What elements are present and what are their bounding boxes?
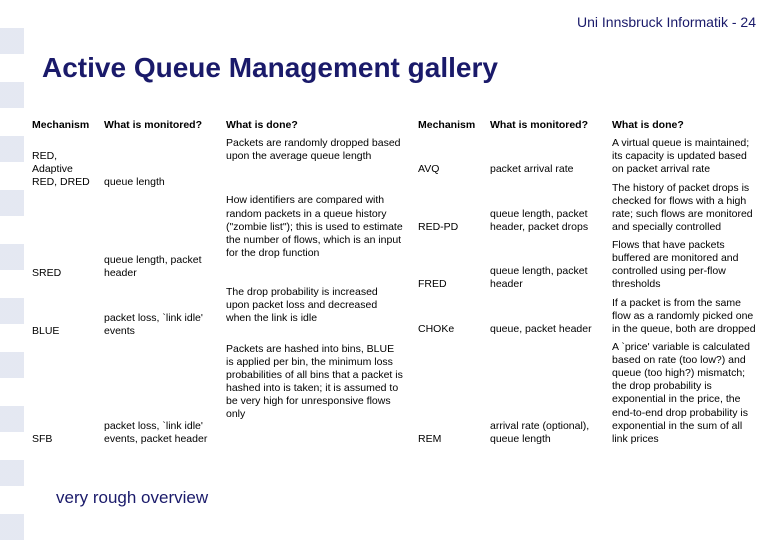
cell-mech: RED-PD xyxy=(416,181,488,239)
cell-mon: arrival rate (optional), queue length xyxy=(488,340,610,450)
col-done: What is done? xyxy=(224,118,408,136)
cell-done: A `price' variable is calculated based o… xyxy=(610,340,760,450)
cell-mon: queue length, packet header xyxy=(488,238,610,296)
org-name: Uni Innsbruck Informatik xyxy=(577,14,728,30)
col-monitored: What is monitored? xyxy=(102,118,224,136)
col-mechanism: Mechanism xyxy=(416,118,488,136)
cell-mech: REM xyxy=(416,340,488,450)
cell-mon: packet loss, `link idle' events, packet … xyxy=(102,342,224,450)
cell-mech: RED, Adaptive RED, DRED xyxy=(30,136,102,193)
col-mechanism: Mechanism xyxy=(30,118,102,136)
cell-mon: packet arrival rate xyxy=(488,136,610,180)
cell-mon: queue, packet header xyxy=(488,296,610,340)
cell-done: The drop probability is increased upon p… xyxy=(224,285,408,342)
cell-mech: CHOKe xyxy=(416,296,488,340)
cell-done: A virtual queue is maintained; its capac… xyxy=(610,136,760,180)
cell-done: Packets are randomly dropped based upon … xyxy=(224,136,408,193)
table-row: RED, Adaptive RED, DREDqueue lengthPacke… xyxy=(30,136,408,193)
table-row: FREDqueue length, packet headerFlows tha… xyxy=(416,238,760,296)
table-row: RED-PDqueue length, packet header, packe… xyxy=(416,181,760,239)
aqm-table-right: Mechanism What is monitored? What is don… xyxy=(416,118,760,450)
table-header-row: Mechanism What is monitored? What is don… xyxy=(30,118,408,136)
cell-mech: SFB xyxy=(30,342,102,450)
table-row: REMarrival rate (optional), queue length… xyxy=(416,340,760,450)
slide-header: Uni Innsbruck Informatik - 24 xyxy=(577,14,756,30)
page-title: Active Queue Management gallery xyxy=(42,52,498,84)
cell-done: Flows that have packets buffered are mon… xyxy=(610,238,760,296)
cell-done: If a packet is from the same flow as a r… xyxy=(610,296,760,340)
cell-mech: SRED xyxy=(30,193,102,284)
cell-done: The history of packet drops is checked f… xyxy=(610,181,760,239)
col-done: What is done? xyxy=(610,118,760,136)
cell-done: Packets are hashed into bins, BLUE is ap… xyxy=(224,342,408,450)
cell-done: How identifiers are compared with random… xyxy=(224,193,408,284)
cell-mon: queue length, packet header xyxy=(102,193,224,284)
right-table-body: AVQpacket arrival rateA virtual queue is… xyxy=(416,136,760,450)
cell-mon: queue length, packet header, packet drop… xyxy=(488,181,610,239)
table-row: SFBpacket loss, `link idle' events, pack… xyxy=(30,342,408,450)
header-sep: - xyxy=(728,14,740,30)
footer-note: very rough overview xyxy=(56,488,208,508)
left-table-body: RED, Adaptive RED, DREDqueue lengthPacke… xyxy=(30,136,408,450)
col-monitored: What is monitored? xyxy=(488,118,610,136)
table-row: BLUEpacket loss, `link idle' eventsThe d… xyxy=(30,285,408,342)
side-decoration xyxy=(0,0,24,540)
cell-mon: packet loss, `link idle' events xyxy=(102,285,224,342)
table-row: CHOKequeue, packet headerIf a packet is … xyxy=(416,296,760,340)
cell-mech: BLUE xyxy=(30,285,102,342)
cell-mech: AVQ xyxy=(416,136,488,180)
table-row: SREDqueue length, packet headerHow ident… xyxy=(30,193,408,284)
table-header-row: Mechanism What is monitored? What is don… xyxy=(416,118,760,136)
aqm-table-left: Mechanism What is monitored? What is don… xyxy=(30,118,408,450)
cell-mech: FRED xyxy=(416,238,488,296)
page-number: 24 xyxy=(740,14,756,30)
table-row: AVQpacket arrival rateA virtual queue is… xyxy=(416,136,760,180)
tables-container: Mechanism What is monitored? What is don… xyxy=(30,118,760,450)
cell-mon: queue length xyxy=(102,136,224,193)
